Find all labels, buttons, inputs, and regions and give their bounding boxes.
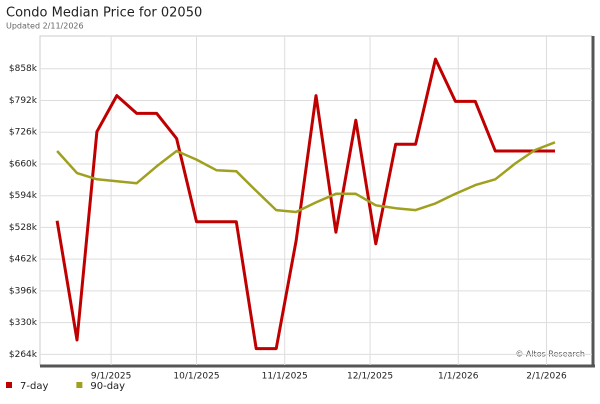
- series-line: [56, 141, 556, 214]
- x-tick-label: 10/1/2025: [173, 372, 219, 382]
- y-tick-label: $528k: [9, 223, 38, 233]
- legend-label: 90-day: [90, 381, 125, 392]
- y-tick-label: $660k: [9, 159, 38, 169]
- x-tick-label: 12/1/2025: [347, 372, 393, 382]
- legend-swatch: [6, 382, 12, 388]
- x-tick-label: 1/1/2026: [438, 372, 479, 382]
- x-tick-label: 9/1/2025: [91, 372, 131, 382]
- y-tick-label: $264k: [9, 350, 38, 360]
- y-tick-label: $594k: [9, 191, 38, 201]
- legend-swatch: [76, 382, 83, 388]
- y-tick-label: $792k: [9, 96, 38, 106]
- y-tick-label: $462k: [9, 255, 38, 265]
- legend-label: 7-day: [20, 381, 48, 392]
- chart-title: Condo Median Price for 02050: [6, 6, 202, 21]
- y-tick-label: $330k: [9, 318, 38, 328]
- chart-subtitle: Updated 2/11/2026: [6, 22, 84, 31]
- x-tick-label: 2/1/2026: [526, 372, 567, 382]
- series-line: [55, 57, 555, 351]
- y-tick-label: $396k: [9, 286, 38, 296]
- plot-area: [39, 35, 593, 366]
- y-tick-label: $726k: [9, 128, 38, 138]
- y-tick-label: $858k: [9, 64, 38, 74]
- x-tick-label: 11/1/2025: [262, 372, 308, 382]
